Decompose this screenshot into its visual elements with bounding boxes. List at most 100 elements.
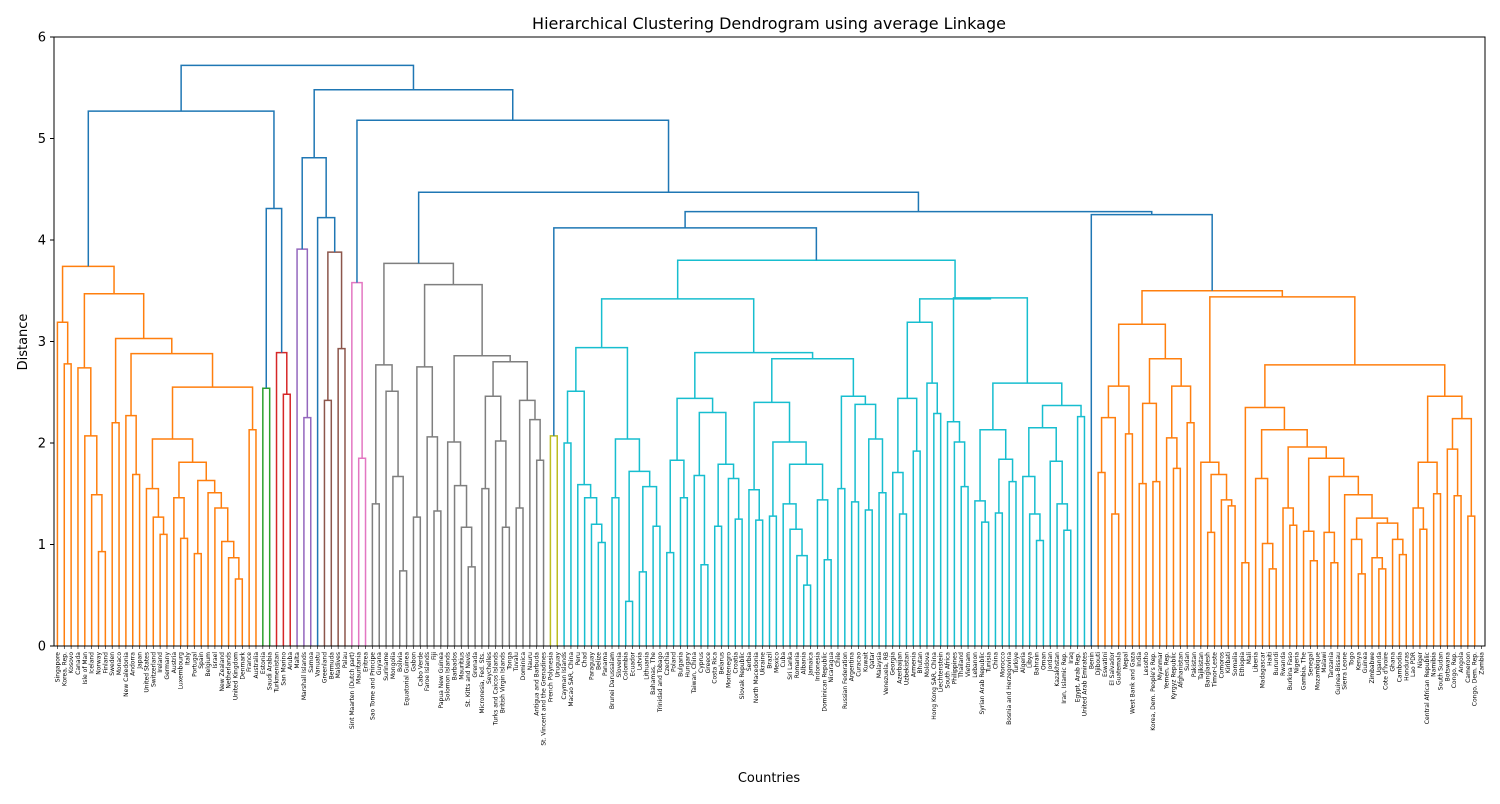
dendrogram-link <box>789 528 803 646</box>
leaf-label: Faroe Islands <box>424 652 431 691</box>
leaf-label: Cayman Islands <box>561 652 568 700</box>
leaf-label: Antigua and Barbuda <box>534 652 541 716</box>
dendrogram-link <box>638 571 648 646</box>
leaf-label: Pakistan <box>1191 652 1198 677</box>
leaf-label: Cuba <box>780 652 787 668</box>
dendrogram-link <box>316 216 336 646</box>
dendrogram-link <box>1309 559 1318 646</box>
leaf-label: Ecuador <box>630 651 637 676</box>
dendrogram-link <box>484 395 502 489</box>
dendrogram-link <box>755 519 764 646</box>
dendrogram-links <box>56 64 1476 646</box>
leaf-label: Colombia <box>623 652 630 681</box>
dendrogram-link <box>1289 524 1298 646</box>
dendrogram-link <box>1260 429 1308 479</box>
leaf-label: Brazil <box>767 652 774 669</box>
dendrogram-link <box>1117 323 1167 387</box>
leaf-label: Madagascar <box>1259 651 1266 688</box>
leaf-label: Mongolia <box>390 652 397 679</box>
leaf-label: Chad <box>582 652 589 668</box>
leaf-label: Greenland <box>321 652 328 683</box>
dendrogram-link <box>313 89 514 158</box>
leaf-labels: Singapore Korea, Rep. Kosovo Canada Isle of … <box>54 646 1486 746</box>
dendrogram-link <box>698 411 727 476</box>
dendrogram-link <box>979 429 1007 501</box>
leaf-label: Slovenia <box>616 652 623 678</box>
dendrogram-link <box>864 509 873 646</box>
dendrogram-link <box>151 438 194 489</box>
dendrogram-link <box>946 420 961 646</box>
leaf-label: Isle of Man <box>82 652 89 685</box>
dendrogram-link <box>1355 517 1389 540</box>
leaf-label: Myanmar <box>1157 651 1164 680</box>
leaf-label: Afghanistan <box>1177 652 1184 688</box>
dendrogram-link <box>823 558 832 646</box>
dendrogram-link <box>717 463 735 527</box>
dendrogram-link <box>1419 528 1428 646</box>
dendrogram-link <box>1376 522 1399 558</box>
dendrogram-link <box>1220 499 1233 646</box>
dendrogram-link <box>412 516 422 646</box>
leaf-label: Namibia <box>1431 652 1438 677</box>
leaf-label: Georgia <box>890 652 897 676</box>
dendrogram-link <box>753 401 791 490</box>
dendrogram-link <box>234 578 244 646</box>
leaf-label: Palau <box>342 652 349 668</box>
dendrogram-link <box>1124 433 1134 646</box>
leaf-label: Bulgaria <box>677 652 684 677</box>
leaf-label: Comoros <box>1218 652 1225 679</box>
x-axis-label: Countries <box>738 771 801 786</box>
dendrogram-link <box>1287 446 1327 508</box>
leaf-label: Honduras <box>1403 652 1410 681</box>
leaf-label: Greece <box>705 652 712 674</box>
dendrogram-link <box>1432 493 1442 646</box>
dendrogram-link <box>467 566 476 646</box>
leaf-label: Uruguay <box>554 652 561 678</box>
leaf-label: Brunei Darussalam <box>609 652 616 709</box>
dendrogram-link <box>926 382 938 646</box>
leaf-label: Kiribati <box>1225 652 1232 674</box>
leaf-label: Australia <box>253 652 260 679</box>
dendrogram-link <box>1254 477 1269 646</box>
dendrogram-link <box>453 484 468 646</box>
dendrogram-link <box>684 210 1153 228</box>
leaf-label: Albania <box>801 652 808 675</box>
dendrogram-link <box>529 418 541 646</box>
leaf-label: Tanzania <box>1328 652 1335 679</box>
leaf-label: New Zealand <box>219 652 226 692</box>
dendrogram-link <box>666 551 675 646</box>
leaf-label: Mauritania <box>356 652 363 684</box>
dendrogram-link <box>1200 461 1220 646</box>
dendrogram-link <box>159 533 168 646</box>
dendrogram-link <box>392 475 404 646</box>
dendrogram-link <box>713 525 723 646</box>
dendrogram-link <box>262 387 271 646</box>
dendrogram-link <box>180 64 415 112</box>
dendrogram-link <box>1041 404 1082 428</box>
leaf-label: Ukraine <box>760 652 767 675</box>
leaf-label: Syrian Arab Republic <box>979 652 986 715</box>
leaf-label: Dominica <box>520 652 527 681</box>
leaf-label: Algeria <box>1020 652 1027 673</box>
dendrogram-link <box>1357 573 1366 646</box>
leaf-label: Kuwait <box>862 651 869 672</box>
leaf-label: Bermuda <box>328 652 335 680</box>
dendrogram-link <box>891 471 904 646</box>
dendrogram-link <box>1141 402 1158 484</box>
dendrogram-link <box>563 442 572 646</box>
leaf-label: Zimbabwe <box>1369 652 1376 684</box>
leaf-label: Papua New Guinea <box>438 652 445 709</box>
leaf-label: Cameroon <box>1465 652 1472 683</box>
leaf-label: Taiwan, China <box>691 652 698 695</box>
dendrogram-link <box>375 364 393 504</box>
dendrogram-link <box>535 459 545 646</box>
dendrogram-link <box>501 526 511 646</box>
leaf-label: Mali <box>1246 652 1253 665</box>
leaf-label: Gabon <box>410 652 417 672</box>
leaf-label: Senegal <box>1307 652 1314 676</box>
dendrogram-link <box>1186 421 1195 646</box>
dendrogram-link <box>171 386 254 439</box>
leaf-label: Tonga <box>506 652 513 671</box>
leaf-label: Macao SAR, China <box>568 652 575 707</box>
